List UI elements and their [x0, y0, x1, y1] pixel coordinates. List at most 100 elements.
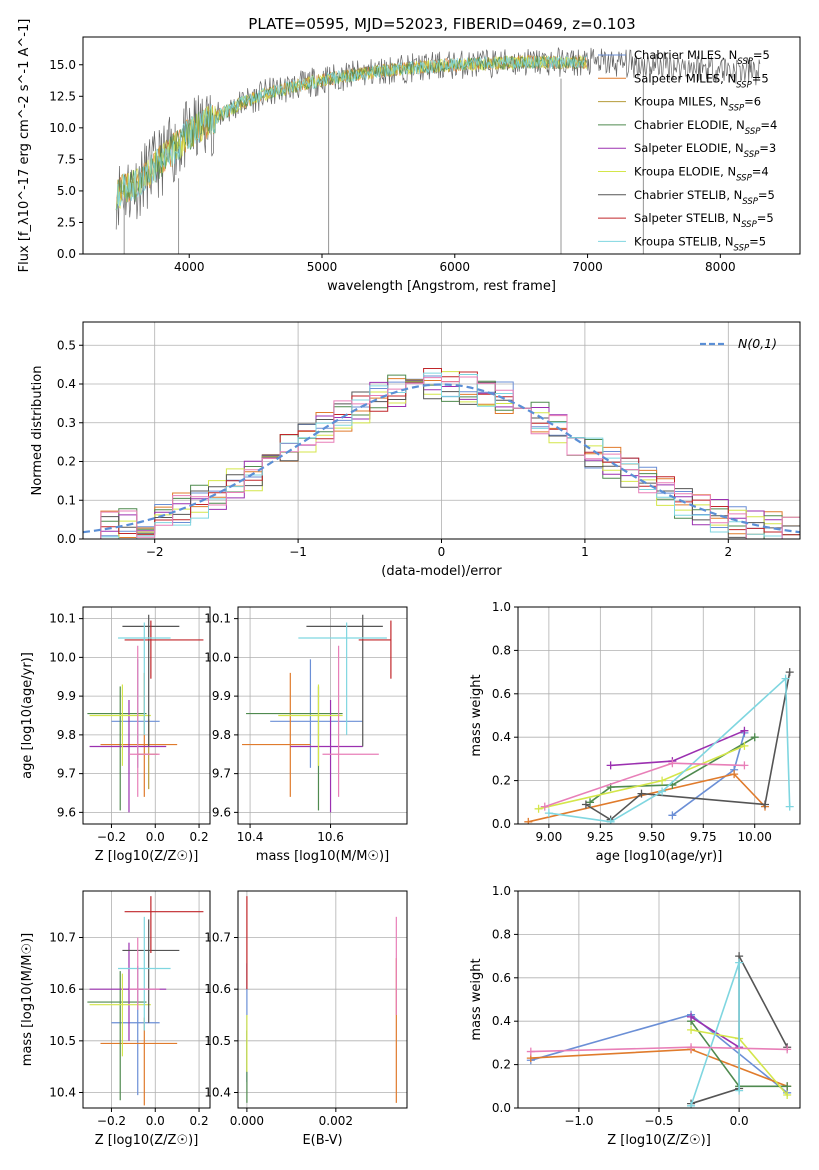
- axes-border: [82, 36, 801, 255]
- spectrum-line: [115, 46, 761, 230]
- y-tick-label: 10.4: [49, 1086, 76, 1100]
- series-marker: [606, 761, 615, 770]
- y-tick-label: 10.0: [204, 650, 231, 664]
- series-marker: [730, 770, 739, 779]
- y-tick-label: 12.5: [49, 89, 76, 103]
- legend-subscript: SSP: [744, 150, 760, 160]
- y-tick-label: 9.9: [57, 689, 76, 703]
- plot-area: [246, 896, 397, 1103]
- series-marker: [785, 802, 794, 811]
- legend-label: Salpeter ELODIE, NSSP=3: [634, 141, 776, 160]
- axes-frame: 4000 5000 6000 7000 8000 0.0 2.5 5.0 7.5 10.0 12.5…: [17, 19, 801, 294]
- y-tick-label: 10.4: [204, 1086, 231, 1100]
- legend-name: Chabrier STELIB, N: [634, 188, 742, 202]
- axes-frame: 9.00 9.25 9.50 9.75 10.00 0.0 0.2 0.4 0.6 0.8 1.0 a…: [469, 600, 801, 864]
- x-tick-label: 10.00: [738, 830, 772, 844]
- y-axis-label: mass weight: [469, 958, 484, 1040]
- series-marker: [658, 776, 667, 785]
- x-tick-label: 6000: [440, 260, 471, 274]
- y-tick-label: 10.1: [49, 612, 76, 626]
- axes-border: [82, 890, 211, 1109]
- y-tick-label: 0.0: [57, 247, 76, 261]
- grid-lines: [83, 891, 210, 1108]
- plot-area: [524, 668, 794, 824]
- x-tick-label: 0.000: [230, 1114, 264, 1128]
- legend-subscript: SSP: [737, 57, 753, 67]
- panel-massweight_vs_age: 9.00 9.25 9.50 9.75 10.00 0.0 0.2 0.4 0.6 0.8 1.0 a…: [469, 600, 801, 864]
- y-tick-label: 10.7: [49, 931, 76, 945]
- legend-name: Kroupa ELODIE, N: [634, 165, 736, 179]
- y-tick-label: 1.0: [492, 600, 511, 614]
- x-axis-label: Z [log10(Z/Z☉)]: [607, 1133, 711, 1148]
- legend-name: Chabrier MILES, N: [634, 48, 737, 62]
- x-tick-label: 9.25: [587, 830, 614, 844]
- panel-spectrum: 4000 5000 6000 7000 8000 0.0 2.5 5.0 7.5 10.0 12.5…: [17, 19, 801, 294]
- y-tick-label: 9.6: [212, 805, 231, 819]
- legend-name: Kroupa STELIB, N: [634, 234, 734, 248]
- series-marker: [524, 817, 533, 824]
- series-marker: [785, 668, 794, 677]
- histogram-steps: [83, 376, 800, 539]
- panel-massweight_vs_Z: −1.0 −0.5 0.0 0.0 0.2 0.4 0.6 0.8 1.0 Z [log10(Z/…: [469, 884, 801, 1148]
- series-marker: [687, 1025, 696, 1034]
- legend-nssp: =4: [752, 165, 769, 179]
- legend-subscript: SSP: [734, 243, 750, 253]
- series-marker: [761, 800, 770, 809]
- x-tick-label: 10.4: [237, 830, 264, 844]
- legend-subscript: SSP: [729, 104, 745, 114]
- y-tick-label: 0.8: [492, 927, 511, 941]
- series-marker: [668, 759, 677, 768]
- axes-frame: −0.2 0.0 0.2 10.4 10.5 10.6 10.7 Z [log10(Z/Z☉)…: [20, 890, 211, 1148]
- y-tick-label: 10.5: [49, 1034, 76, 1048]
- y-axis-label: Normed distribution: [30, 366, 45, 496]
- grid-lines: [238, 607, 407, 824]
- legend-label: Chabrier MILES, NSSP=5: [634, 48, 770, 67]
- x-tick-label: 0.002: [319, 1114, 353, 1128]
- x-tick-label: 9.75: [690, 830, 717, 844]
- x-tick-label: 0.0: [146, 830, 165, 844]
- y-tick-label: 2.5: [57, 215, 76, 229]
- x-tick-label: 0.0: [146, 1114, 165, 1128]
- x-tick-label: 0.0: [730, 1114, 749, 1128]
- plot-area: [242, 614, 392, 813]
- series-marker: [740, 726, 749, 735]
- legend-label: N(0,1): [738, 336, 777, 351]
- series-marker: [687, 1043, 696, 1052]
- series-line: [589, 736, 756, 803]
- series-marker: [781, 674, 790, 683]
- y-tick-label: 9.8: [57, 728, 76, 742]
- y-tick-label: 10.5: [204, 1034, 231, 1048]
- x-tick-label: −1: [289, 545, 307, 559]
- histogram-steps: [83, 372, 800, 539]
- plot-area: [87, 896, 204, 1106]
- x-axis-label: Z [log10(Z/Z☉)]: [95, 1133, 199, 1148]
- y-tick-label: 15.0: [49, 58, 76, 72]
- legend-nssp: =4: [760, 118, 777, 132]
- series-marker: [750, 733, 759, 742]
- legend-label: Kroupa ELODIE, NSSP=4: [634, 165, 769, 184]
- x-tick-label: 2: [724, 545, 732, 559]
- grid-lines: [238, 891, 407, 1108]
- series-marker: [687, 1101, 696, 1108]
- legend-label: Kroupa STELIB, NSSP=5: [634, 234, 766, 253]
- x-tick-label: 7000: [572, 260, 603, 274]
- y-tick-label: 7.5: [57, 152, 76, 166]
- legend-name: Chabrier ELODIE, N: [634, 118, 745, 132]
- x-axis-label: Z [log10(Z/Z☉)]: [95, 849, 199, 864]
- axes-border: [82, 606, 211, 825]
- x-tick-label: 4000: [174, 260, 205, 274]
- x-tick-label: −2: [146, 545, 164, 559]
- legend-nssp: =5: [757, 211, 774, 225]
- axes-frame: −2 −1 0 1 2 0.0 0.1 0.2 0.3 0.4 0.5 (data-model)/er…: [30, 321, 801, 579]
- x-tick-label: 10.6: [317, 830, 344, 844]
- x-tick-label: 5000: [307, 260, 338, 274]
- y-tick-label: 9.9: [212, 689, 231, 703]
- y-tick-label: 1.0: [492, 884, 511, 898]
- panel-age_vs_mass: 10.4 10.6 9.6 9.7 9.8 9.9 10.0 10.1 mass [log10(…: [204, 606, 408, 864]
- y-tick-label: 0.2: [492, 1058, 511, 1072]
- plot-area: [83, 368, 800, 539]
- legend-nssp: =3: [759, 141, 776, 155]
- x-axis-label: E(B-V): [302, 1133, 342, 1148]
- y-tick-label: 5.0: [57, 184, 76, 198]
